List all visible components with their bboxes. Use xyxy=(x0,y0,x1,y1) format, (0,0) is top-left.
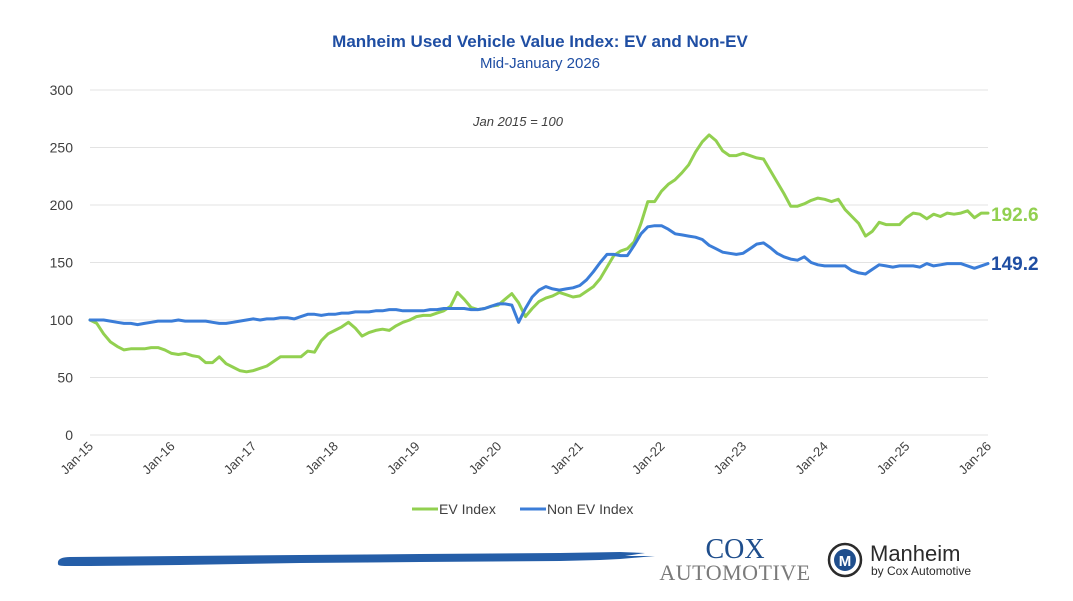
x-tick-label: Jan-20 xyxy=(466,439,505,478)
cox-automotive-logo: COX AUTOMOTIVE xyxy=(659,534,810,585)
y-axis-ticks: 0 50 100 150 200 250 300 xyxy=(50,82,74,443)
ev-index-line xyxy=(88,133,990,374)
x-tick-label: Jan-17 xyxy=(221,439,260,478)
x-tick-label: Jan-26 xyxy=(955,439,994,478)
manheim-badge-inner xyxy=(834,549,856,571)
y-tick-label: 200 xyxy=(50,197,74,213)
y-tick-label: 50 xyxy=(57,370,73,386)
series-lines xyxy=(88,133,990,374)
gridlines xyxy=(90,89,988,436)
legend-item-ev[interactable]: EV Index xyxy=(412,501,496,517)
x-tick-label: Jan-16 xyxy=(139,439,178,478)
y-tick-label: 300 xyxy=(50,82,74,98)
x-tick-label: Jan-21 xyxy=(547,439,586,478)
automotive-wordmark: AUTOMOTIVE xyxy=(659,560,810,585)
chart-subtitle: Mid-January 2026 xyxy=(480,55,600,72)
legend-item-non-ev[interactable]: Non EV Index xyxy=(520,501,633,517)
x-tick-label: Jan-22 xyxy=(629,439,668,478)
manheim-tagline: by Cox Automotive xyxy=(871,564,971,578)
brush-stroke xyxy=(57,552,655,566)
brush-stroke-decoration xyxy=(57,552,655,566)
y-tick-label: 100 xyxy=(50,312,74,328)
x-tick-label: Jan-18 xyxy=(302,439,341,478)
x-tick-label: Jan-24 xyxy=(792,439,831,478)
legend-label-ev: EV Index xyxy=(439,501,496,517)
manheim-badge-letter: M xyxy=(839,553,852,570)
ev-end-label: 192.6 xyxy=(991,205,1039,226)
y-tick-label: 150 xyxy=(50,255,74,271)
y-tick-label: 0 xyxy=(65,427,73,443)
x-tick-label: Jan-19 xyxy=(384,439,423,478)
legend-label-non-ev: Non EV Index xyxy=(547,501,633,517)
x-axis-ticks: Jan-15 Jan-16 Jan-17 Jan-18 Jan-19 Jan-20 Jan-… xyxy=(57,439,994,478)
chart-title: Manheim Used Vehicle Value Index: EV and… xyxy=(332,32,748,51)
x-tick-label: Jan-15 xyxy=(57,439,96,478)
base-note: Jan 2015 = 100 xyxy=(472,114,564,129)
x-tick-label: Jan-23 xyxy=(710,439,749,478)
y-tick-label: 250 xyxy=(50,140,74,156)
x-tick-label: Jan-25 xyxy=(874,439,913,478)
manheim-wordmark: Manheim xyxy=(870,541,960,566)
legend: EV Index Non EV Index xyxy=(412,501,633,517)
manheim-logo: M Manheim by Cox Automotive xyxy=(827,541,971,578)
non-ev-end-label: 149.2 xyxy=(991,254,1039,275)
cox-wordmark: COX xyxy=(705,534,764,565)
non-ev-index-line xyxy=(88,224,990,327)
